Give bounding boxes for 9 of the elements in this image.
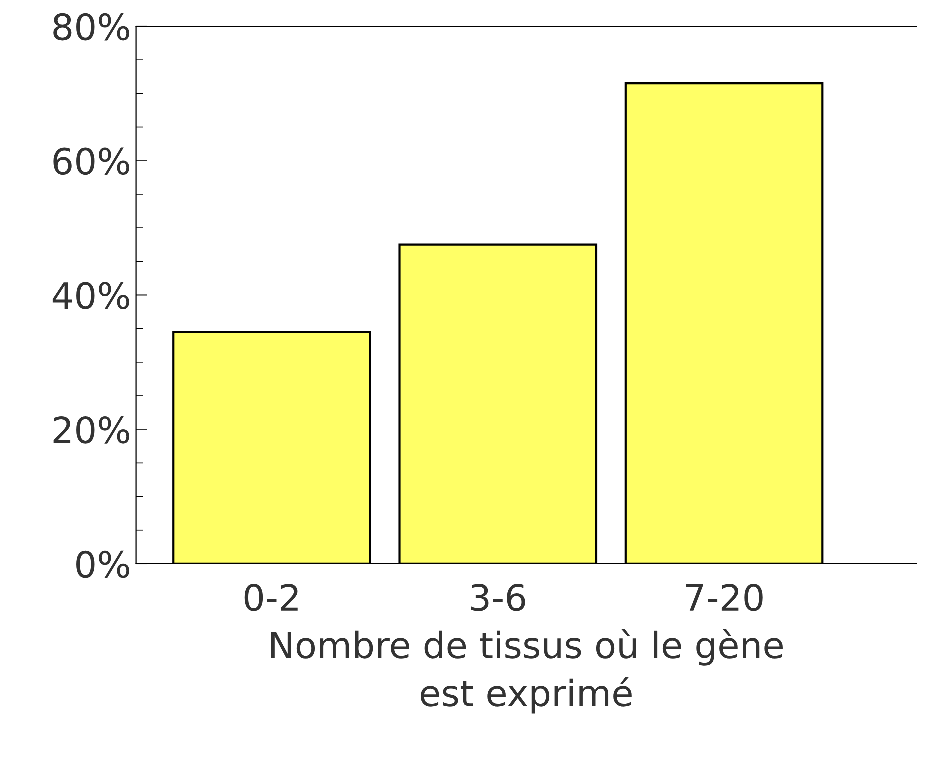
x-tick-label: 0-2 — [244, 584, 298, 612]
y-tick-label: 20% — [54, 416, 130, 444]
y-tick-label: 60% — [54, 148, 130, 176]
y-tick-label: 0% — [76, 550, 130, 578]
x-tick-label: 3-6 — [471, 584, 526, 612]
y-tick-label: 80% — [54, 13, 130, 41]
x-tick-label: 7-20 — [686, 584, 763, 612]
y-tick-label: 40% — [52, 282, 130, 310]
x-axis-title: Nombre de tissus où le gène est exprimé — [271, 629, 783, 714]
